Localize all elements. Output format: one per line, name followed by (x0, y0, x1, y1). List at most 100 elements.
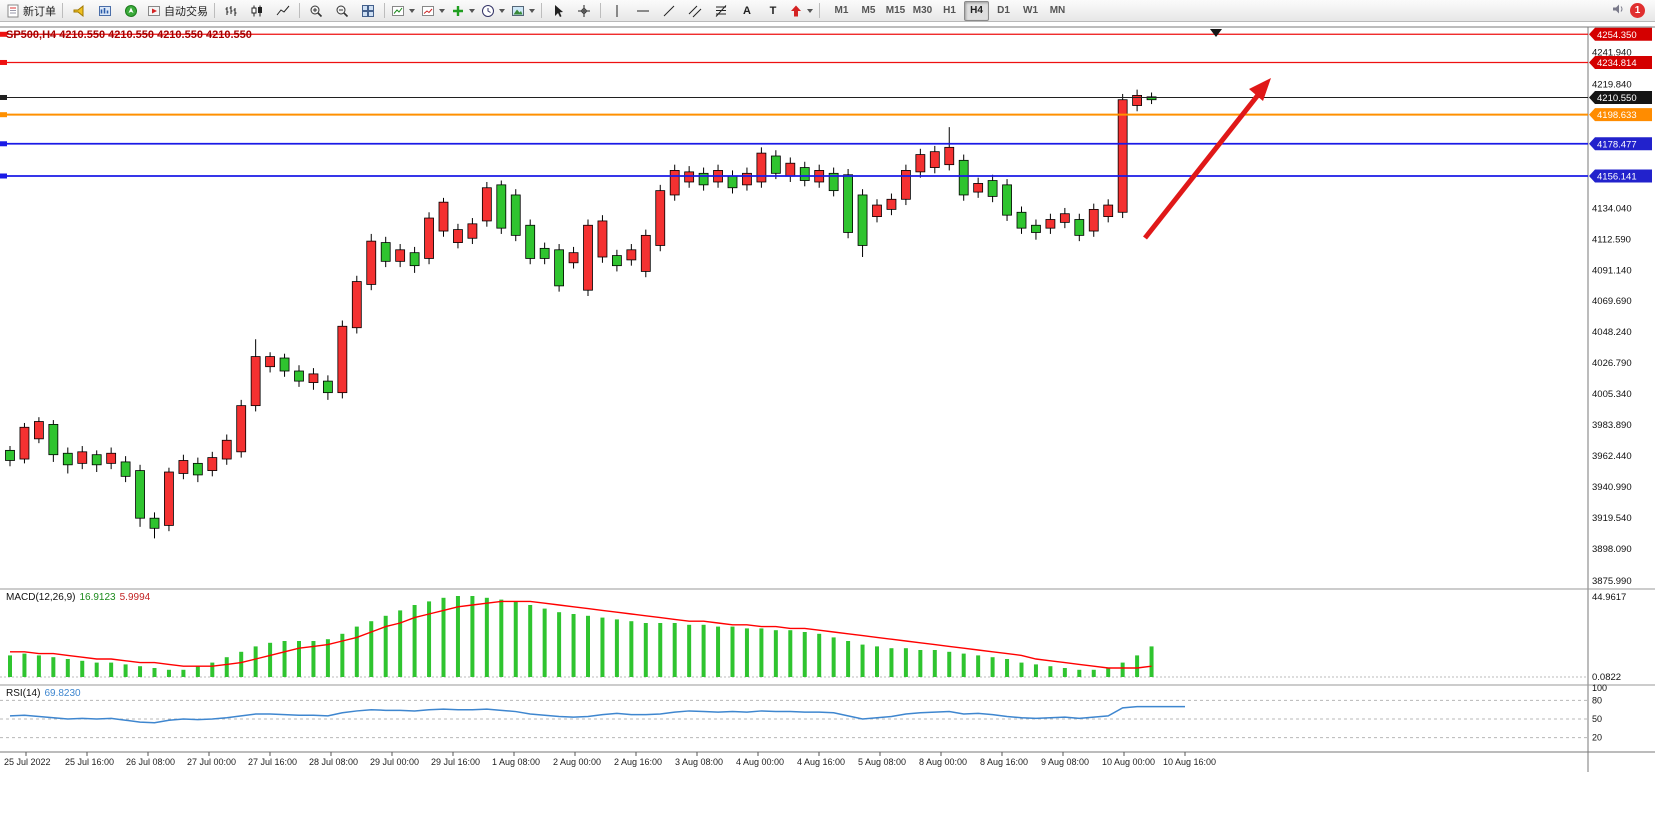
timeframe-group: M1 M5 M15 M30 H1 H4 D1 W1 MN (828, 0, 1071, 21)
zoom-in-button[interactable] (303, 1, 329, 21)
svg-text:29 Jul 16:00: 29 Jul 16:00 (431, 757, 480, 767)
auto-trading-button[interactable]: 自动交易 (144, 1, 211, 21)
trend-line-icon (662, 4, 676, 18)
vertical-line-icon (610, 4, 624, 18)
svg-text:4198.633: 4198.633 (1597, 110, 1637, 121)
chevron-down-icon (469, 8, 475, 13)
label-button[interactable]: T (760, 1, 786, 21)
shapes-button[interactable] (786, 1, 816, 21)
chevron-down-icon (409, 8, 415, 13)
crosshair-button[interactable] (571, 1, 597, 21)
zoom-out-button[interactable] (329, 1, 355, 21)
templates-button[interactable] (508, 1, 538, 21)
level-lines (0, 31, 1588, 179)
svg-text:44.9617: 44.9617 (1592, 592, 1626, 603)
svg-text:28 Jul 08:00: 28 Jul 08:00 (309, 757, 358, 767)
timeframe-h1-button[interactable]: H1 (943, 4, 956, 16)
svg-text:80: 80 (1592, 695, 1602, 705)
svg-text:4234.814: 4234.814 (1597, 58, 1637, 69)
profiles-button[interactable] (418, 1, 448, 21)
candlestick-chart-icon (250, 4, 264, 18)
zoom-in-icon (309, 4, 323, 18)
notification-badge[interactable]: 1 (1630, 3, 1645, 18)
text-button[interactable]: A (734, 1, 760, 21)
templates-icon (511, 4, 525, 18)
new-order-button[interactable]: 新订单 (3, 1, 59, 21)
timeframe-m30-button[interactable]: M30 (912, 4, 933, 16)
svg-text:3983.890: 3983.890 (1592, 420, 1632, 431)
timeframe-m5-button[interactable]: M5 (861, 4, 876, 16)
price-axis[interactable]: 4241.940 4219.840 4134.040 4112.590 4091.140… (1592, 48, 1632, 587)
profiles-icon (421, 4, 435, 18)
tile-windows-icon (361, 4, 375, 18)
trend-line-button[interactable] (656, 1, 682, 21)
cursor-button[interactable] (545, 1, 571, 21)
bar-chart-button[interactable] (218, 1, 244, 21)
periods-button[interactable] (478, 1, 508, 21)
speaker-icon[interactable] (1611, 2, 1625, 19)
macd-main-value: 16.9123 (79, 592, 116, 603)
svg-text:25 Jul 2022: 25 Jul 2022 (4, 757, 51, 767)
separator (541, 3, 542, 18)
navigator-button[interactable] (118, 1, 144, 21)
text-icon: A (743, 4, 751, 17)
svg-text:9 Aug 08:00: 9 Aug 08:00 (1041, 757, 1089, 767)
svg-text:100: 100 (1592, 683, 1607, 693)
svg-text:4005.340: 4005.340 (1592, 389, 1632, 400)
svg-text:3898.090: 3898.090 (1592, 544, 1632, 555)
tile-windows-button[interactable] (355, 1, 381, 21)
horizontal-line-icon (636, 4, 650, 18)
svg-text:2 Aug 16:00: 2 Aug 16:00 (614, 757, 662, 767)
timeframe-m15-button[interactable]: M15 (885, 4, 906, 16)
svg-text:4091.140: 4091.140 (1592, 265, 1632, 276)
sound-button[interactable] (66, 1, 92, 21)
periods-clock-icon (481, 4, 495, 18)
separator (384, 3, 385, 18)
channel-button[interactable] (682, 1, 708, 21)
zoom-out-icon (335, 4, 349, 18)
rsi-label: RSI(14) 69.8230 (6, 688, 85, 699)
line-chart-button[interactable] (270, 1, 296, 21)
svg-text:4156.141: 4156.141 (1597, 172, 1637, 183)
time-axis[interactable]: 25 Jul 2022 25 Jul 16:00 26 Jul 08:00 27 Ju… (4, 752, 1216, 767)
trend-arrow[interactable] (1143, 29, 1271, 240)
svg-text:4048.240: 4048.240 (1592, 327, 1632, 338)
fibonacci-icon (714, 4, 728, 18)
candle-chart-button[interactable] (244, 1, 270, 21)
horizontal-line-button[interactable] (630, 1, 656, 21)
timeframe-d1-button[interactable]: D1 (997, 4, 1010, 16)
chart-region: 4241.940 4219.840 4134.040 4112.590 4091.140… (0, 22, 1655, 820)
svg-text:4178.477: 4178.477 (1597, 139, 1637, 150)
new-chart-button[interactable] (388, 1, 418, 21)
svg-text:4112.590: 4112.590 (1592, 234, 1631, 245)
cursor-icon (551, 4, 565, 18)
rsi-panel: 100 80 50 20 (0, 683, 1607, 743)
toolbar: 新订单 自动交易 A T M1 (0, 0, 1655, 22)
svg-text:25 Jul 16:00: 25 Jul 16:00 (65, 757, 114, 767)
svg-text:3940.990: 3940.990 (1592, 482, 1632, 493)
svg-text:4026.790: 4026.790 (1592, 358, 1632, 369)
svg-text:27 Jul 16:00: 27 Jul 16:00 (248, 757, 297, 767)
chart-canvas[interactable]: 4241.940 4219.840 4134.040 4112.590 4091.140… (0, 22, 1655, 820)
macd-label: MACD(12,26,9) 16.9123 5.9994 (6, 592, 154, 603)
vertical-line-button[interactable] (604, 1, 630, 21)
crosshair-icon (577, 4, 591, 18)
chevron-down-icon (807, 8, 813, 13)
svg-text:4 Aug 16:00: 4 Aug 16:00 (797, 757, 845, 767)
svg-text:1 Aug 08:00: 1 Aug 08:00 (492, 757, 540, 767)
timeframe-w1-button[interactable]: W1 (1023, 4, 1038, 16)
svg-text:20: 20 (1592, 733, 1602, 743)
timeframe-mn-button[interactable]: MN (1049, 4, 1066, 16)
chevron-down-icon (439, 8, 445, 13)
separator (600, 3, 601, 18)
svg-text:50: 50 (1592, 714, 1602, 724)
svg-text:4134.040: 4134.040 (1592, 203, 1632, 214)
svg-text:4 Aug 00:00: 4 Aug 00:00 (736, 757, 784, 767)
timeframe-m1-button[interactable]: M1 (834, 4, 849, 16)
fibonacci-button[interactable] (708, 1, 734, 21)
market-watch-button[interactable] (92, 1, 118, 21)
toolbar-right: 1 (1611, 2, 1652, 19)
indicators-button[interactable] (448, 1, 478, 21)
timeframe-h4-button[interactable]: H4 (964, 0, 989, 21)
svg-text:4254.350: 4254.350 (1597, 30, 1637, 41)
